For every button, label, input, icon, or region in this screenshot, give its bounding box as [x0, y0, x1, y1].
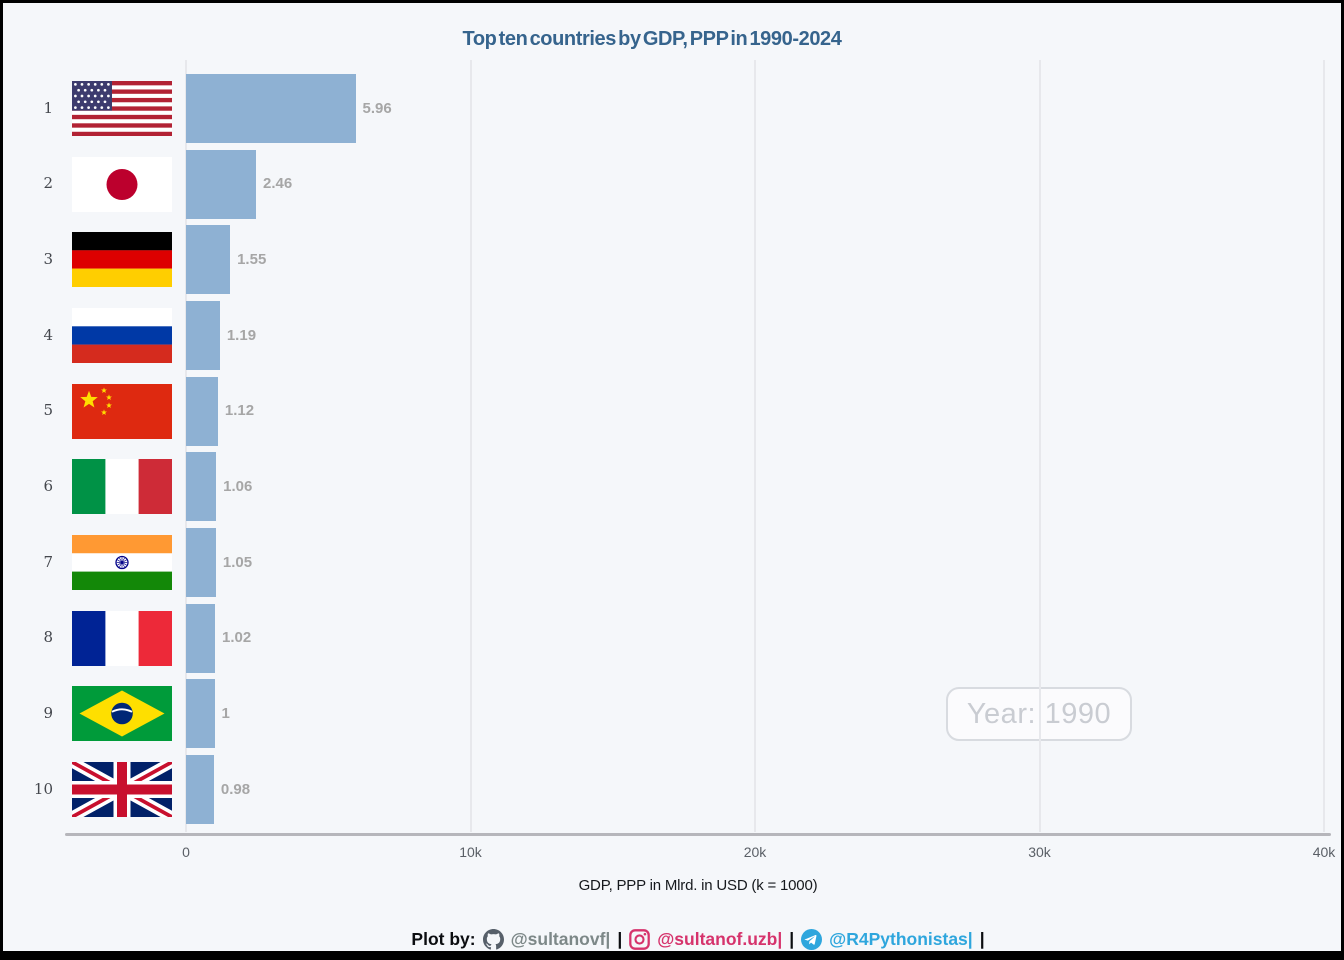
flag-ru: [72, 308, 172, 363]
rank-label: 1: [43, 98, 53, 117]
separator: |: [789, 928, 795, 949]
separator: |: [617, 928, 623, 949]
gridline: [1038, 60, 1041, 832]
flag-fr: [72, 610, 172, 666]
gridline: [469, 60, 472, 832]
gdp-bar-cn: [186, 376, 218, 446]
x-tick-label: 20k: [743, 844, 767, 860]
flag-gb: [72, 762, 172, 818]
rank-label: 9: [43, 703, 53, 722]
gdp-bar-us: [186, 74, 356, 143]
rank-label: 4: [43, 325, 53, 344]
plot-area: GDP, PPP in Mlrd. in USD (k = 1000) Year…: [3, 3, 1341, 951]
gdp-bar-it: [186, 452, 217, 522]
flag-jp: [72, 156, 172, 212]
x-tick-label: 10k: [459, 844, 482, 860]
footer-credits: Plot by: @sultanovf| | @sultanof.uzb| | …: [55, 922, 1341, 951]
gdp-bar-in: [186, 528, 216, 598]
bar-value-label: 1.55: [237, 250, 267, 268]
gridline: [1323, 60, 1325, 832]
gdp-bar-gb: [186, 755, 214, 825]
bar-value-label: 1.02: [222, 629, 252, 647]
rank-label: 5: [43, 401, 53, 420]
x-tick-label: 30k: [1028, 844, 1051, 860]
x-tick-label: 0: [182, 844, 190, 860]
rank-label: 8: [43, 628, 53, 647]
rank-label: 3: [43, 249, 53, 268]
x-axis-title: GDP, PPP in Mlrd. in USD (k = 1000): [578, 877, 818, 894]
x-tick-label: 40k: [1312, 844, 1336, 860]
rank-label: 7: [43, 552, 53, 571]
bar-value-label: 5.96: [362, 99, 392, 117]
flag-de: [72, 232, 172, 288]
gdp-bar-ru: [186, 301, 220, 370]
flag-it: [72, 459, 172, 515]
gdp-bar-fr: [186, 603, 215, 673]
bar-value-label: 2.46: [262, 175, 293, 193]
rank-label: 6: [43, 476, 53, 495]
flag-us: [72, 81, 172, 136]
bar-value-label: 1.06: [223, 477, 253, 495]
github-handle: @sultanovf|: [510, 928, 611, 949]
plot-by-label: Plot by:: [411, 928, 476, 949]
rank-label: 10: [33, 779, 53, 798]
bar-value-label: 1.05: [222, 553, 253, 571]
flag-cn: [72, 383, 172, 439]
gdp-bar-de: [186, 225, 231, 295]
rank-label: 2: [43, 174, 53, 193]
gdp-bar-br: [186, 679, 215, 749]
gridline: [754, 60, 756, 832]
separator: |: [979, 928, 985, 949]
x-axis-line: [65, 833, 1331, 836]
github-icon: [482, 928, 504, 950]
bar-value-label: 0.98: [220, 780, 251, 798]
bar-value-label: 1: [221, 704, 230, 722]
gdp-bar-jp: [186, 149, 256, 219]
telegram-handle: @R4Pythonistas|: [829, 928, 973, 949]
gridline: [185, 60, 187, 832]
flag-in: [72, 535, 172, 591]
chart-title: Top ten countries by GDP, PPP in 1990-20…: [462, 28, 842, 50]
telegram-icon: [801, 928, 823, 950]
flag-br: [72, 686, 172, 742]
instagram-icon: [629, 928, 651, 950]
instagram-handle: @sultanof.uzb|: [657, 928, 783, 949]
bar-value-label: 1.19: [226, 326, 257, 344]
bar-value-label: 1.12: [224, 402, 255, 420]
